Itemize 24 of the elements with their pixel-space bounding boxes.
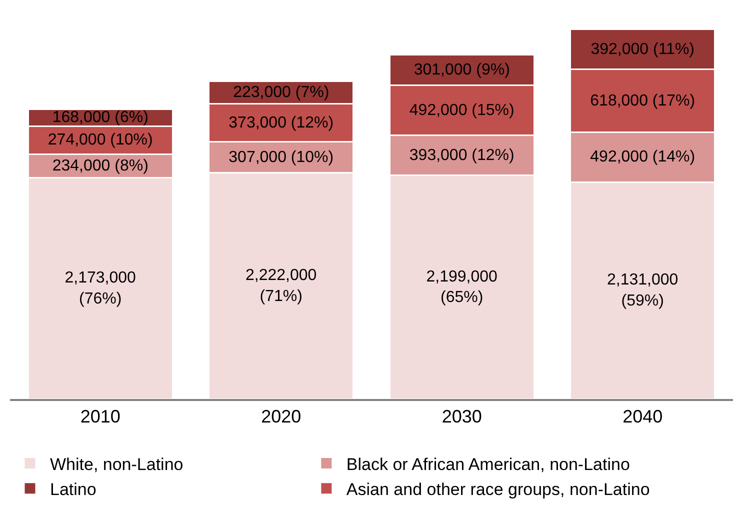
data-label: 373,000 (12%) xyxy=(228,114,334,132)
data-label: 2,131,000 (59%) xyxy=(606,272,678,310)
data-label: 2,199,000 (65%) xyxy=(426,268,498,306)
data-label: 274,000 (10%) xyxy=(48,132,153,149)
data-label: 307,000 (10%) xyxy=(228,148,334,166)
data-label: 492,000 (15%) xyxy=(409,102,514,119)
x-tick-label: 2010 xyxy=(80,406,120,426)
data-label: 618,000 (17%) xyxy=(590,92,696,110)
x-tick-label: 2040 xyxy=(622,406,663,426)
data-label: 223,000 (7%) xyxy=(233,84,330,101)
data-label: 2,173,000 (76%) xyxy=(64,270,136,308)
legend-label: White, non-Latino xyxy=(50,454,184,474)
data-label: 2,222,000 (71%) xyxy=(245,267,317,305)
data-label: 168,000 (6%) xyxy=(52,109,148,126)
data-label: 234,000 (8%) xyxy=(52,158,148,175)
data-label: 492,000 (14%) xyxy=(590,148,696,166)
x-tick-label: 2030 xyxy=(442,406,482,426)
legend-label: Asian and other race groups, non-Latino xyxy=(346,480,650,499)
data-label: 392,000 (11%) xyxy=(590,40,695,58)
legend-label: Black or African American, non-Latino xyxy=(346,454,630,474)
data-label: 393,000 (12%) xyxy=(409,146,514,164)
legend-label: Latino xyxy=(50,480,96,499)
x-tick-label: 2020 xyxy=(261,406,302,426)
data-label: 301,000 (9%) xyxy=(414,61,510,78)
